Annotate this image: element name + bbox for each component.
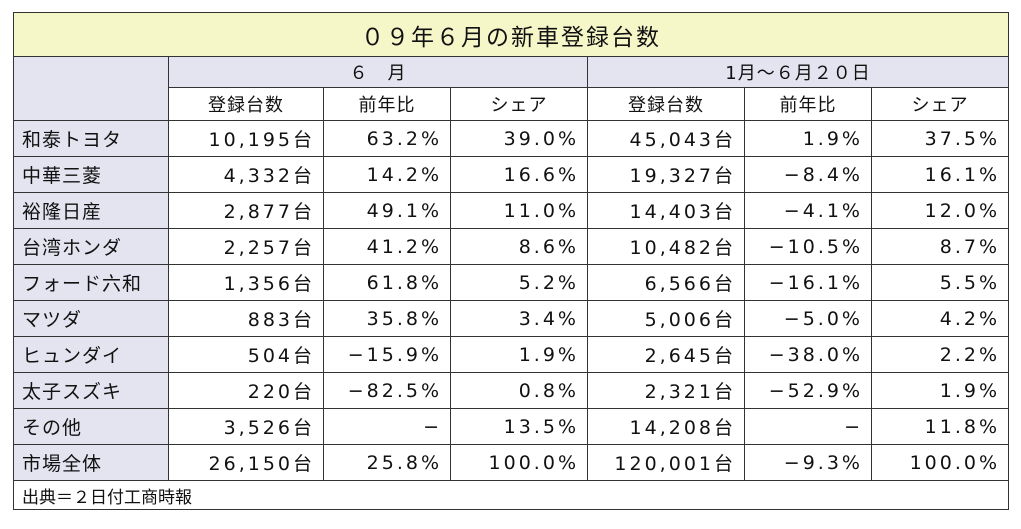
source-note: 出典＝２日付工商時報 (12, 480, 1010, 510)
table-cell: 37.5% (870, 120, 1010, 157)
table-cell: 1.9% (870, 372, 1010, 409)
table-cell: 100.0% (870, 444, 1010, 481)
table-cell: −9.3% (744, 444, 872, 481)
column-header: シェア (870, 87, 1010, 121)
table-cell: 11.0% (450, 192, 588, 229)
table-cell: 14.2% (323, 156, 451, 193)
source-row: 出典＝２日付工商時報 (12, 480, 1010, 510)
table-row: フォード六和 1,356台 61.8% 5.2% 6,566台 −16.1% 5.5% (13, 264, 1010, 301)
table-cell: 8.7% (870, 228, 1010, 265)
title-row: ０９年６月の新車登録台数 (12, 12, 1010, 57)
table-row: ヒュンダイ 504台 −15.9% 1.9% 2,645台 −38.0% 2.2% (13, 336, 1010, 373)
table-row: その他 3,526台 −13.5% 14,208台 −11.8% (13, 408, 1010, 445)
table-cell: 100.0% (450, 444, 588, 481)
sub-header-row: 登録台数 前年比 シェア 登録台数 前年比 シェア (14, 87, 1010, 121)
table-cell: 41.2% (323, 228, 451, 265)
table-body: 和泰トヨタ 10,195台 63.2% 39.0% 45,043台 1.9% 37.5% 中華… (13, 120, 1010, 481)
table-cell: 2,257台 (168, 228, 324, 265)
table-cell: 1.9% (450, 336, 588, 373)
row-label: ヒュンダイ (13, 336, 169, 373)
table-cell: 1.9% (744, 120, 872, 157)
registration-table-container: ０９年６月の新車登録台数 ６ 月 1月～６月２０日 登録台数 前年比 シェア 登… (12, 12, 1010, 510)
table-cell: 25.8% (323, 444, 451, 481)
row-label: マツダ (13, 300, 169, 337)
table-row: 太子スズキ 220台 −82.5% 0.8% 2,321台 −52.9% 1.9% (13, 372, 1010, 409)
table-cell: 14,208台 (587, 408, 745, 445)
row-label: 台湾ホンダ (13, 228, 169, 265)
table-cell: −82.5% (323, 372, 451, 409)
table-row: 市場全体 26,150台 25.8% 100.0% 120,001台 −9.3% 100.0… (13, 444, 1010, 481)
column-header: 登録台数 (168, 87, 324, 121)
table-cell: 6,566台 (587, 264, 745, 301)
column-header: 前年比 (744, 87, 872, 121)
table-cell: 19,327台 (587, 156, 745, 193)
row-label: 市場全体 (13, 444, 169, 481)
row-label: 裕隆日産 (13, 192, 169, 229)
table-cell: −16.1% (744, 264, 872, 301)
table-cell: −5.0% (744, 300, 872, 337)
table-cell: 5,006台 (587, 300, 745, 337)
table-cell: − (744, 408, 872, 445)
table-cell: 61.8% (323, 264, 451, 301)
table-cell: 5.5% (870, 264, 1010, 301)
table-row: 台湾ホンダ 2,257台 41.2% 8.6% 10,482台 −10.5% 8.7% (13, 228, 1010, 265)
table-cell: −15.9% (323, 336, 451, 373)
table-cell: 0.8% (450, 372, 588, 409)
table-row: 裕隆日産 2,877台 49.1% 11.0% 14,403台 −4.1% 12.0% (13, 192, 1010, 229)
table-cell: −10.5% (744, 228, 872, 265)
table-cell: −4.1% (744, 192, 872, 229)
table-cell: 14,403台 (587, 192, 745, 229)
table-cell: 883台 (168, 300, 324, 337)
row-label: その他 (13, 408, 169, 445)
table-cell: 35.8% (323, 300, 451, 337)
table-cell: 1,356台 (168, 264, 324, 301)
table-cell: 2,645台 (587, 336, 745, 373)
table-row: マツダ 883台 35.8% 3.4% 5,006台 −5.0% 4.2% (13, 300, 1010, 337)
group-header-row: ６ 月 1月～６月２０日 (13, 56, 1010, 121)
table-cell: 16.6% (450, 156, 588, 193)
table-cell: 8.6% (450, 228, 588, 265)
table-title: ０９年６月の新車登録台数 (12, 12, 1010, 57)
table-row: 和泰トヨタ 10,195台 63.2% 39.0% 45,043台 1.9% 37.5% (13, 120, 1010, 157)
table-cell: 2,877台 (168, 192, 324, 229)
registration-table: ０９年６月の新車登録台数 ６ 月 1月～６月２０日 登録台数 前年比 シェア 登… (12, 12, 1010, 510)
group-header-june: ６ 月 (168, 56, 588, 88)
row-label: 太子スズキ (13, 372, 169, 409)
column-header: 前年比 (323, 87, 451, 121)
table-cell: 10,482台 (587, 228, 745, 265)
column-header: シェア (450, 87, 588, 121)
table-row: 中華三菱 4,332台 14.2% 16.6% 19,327台 −8.4% 16.1% (13, 156, 1010, 193)
table-cell: 5.2% (450, 264, 588, 301)
table-cell: 4,332台 (168, 156, 324, 193)
table-cell: −38.0% (744, 336, 872, 373)
row-label: 中華三菱 (13, 156, 169, 193)
row-label: 和泰トヨタ (13, 120, 169, 157)
table-cell: 45,043台 (587, 120, 745, 157)
table-cell: 26,150台 (168, 444, 324, 481)
table-cell: −52.9% (744, 372, 872, 409)
table-cell: 10,195台 (168, 120, 324, 157)
table-cell: 16.1% (870, 156, 1010, 193)
table-cell: 63.2% (323, 120, 451, 157)
group-header-ytd: 1月～６月２０日 (586, 56, 1010, 88)
table-cell: −8.4% (744, 156, 872, 193)
table-cell: 49.1% (323, 192, 451, 229)
table-cell: 120,001台 (587, 444, 745, 481)
row-label: フォード六和 (13, 264, 169, 301)
table-cell: 2,321台 (587, 372, 745, 409)
table-cell: − (323, 408, 451, 445)
table-cell: 39.0% (450, 120, 588, 157)
table-cell: 11.8% (870, 408, 1010, 445)
table-cell: 12.0% (870, 192, 1010, 229)
column-header: 登録台数 (587, 87, 745, 121)
table-cell: 2.2% (870, 336, 1010, 373)
table-cell: 504台 (168, 336, 324, 373)
table-cell: 3,526台 (168, 408, 324, 445)
table-cell: 4.2% (870, 300, 1010, 337)
table-cell: 220台 (168, 372, 324, 409)
table-cell: 13.5% (450, 408, 588, 445)
table-cell: 3.4% (450, 300, 588, 337)
corner-cell (13, 56, 169, 121)
